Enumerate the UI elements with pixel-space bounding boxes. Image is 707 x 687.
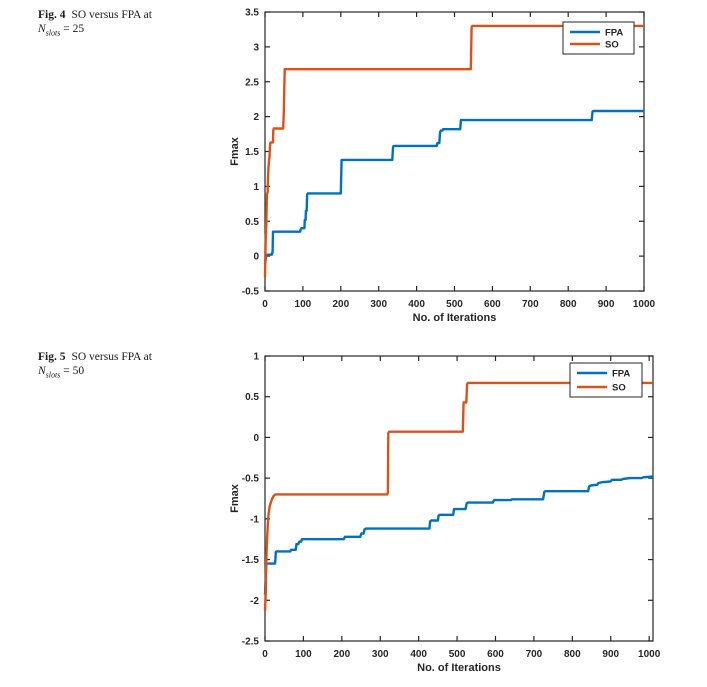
x-tick-label: 900 <box>598 299 615 310</box>
x-tick-label: 100 <box>295 299 312 310</box>
legend-label-so: SO <box>605 40 619 51</box>
legend-label-fpa: FPA <box>612 369 630 380</box>
legend-box <box>569 362 643 398</box>
x-tick-label: 700 <box>522 299 539 310</box>
legend-label-fpa: FPA <box>605 28 623 39</box>
x-tick-label: 400 <box>410 649 427 660</box>
series-line-so <box>263 381 653 611</box>
y-tick-label: 0 <box>253 252 259 263</box>
caption-formula: Nslots = 25 <box>38 23 85 38</box>
x-tick-label: 700 <box>526 649 543 660</box>
legend-box <box>562 21 635 55</box>
x-tick-label: 0 <box>262 649 268 660</box>
y-tick-label: 1 <box>253 352 259 363</box>
figure5-chart: 0 100 200 300 400 500 600 700 800 900 1000 -2.5 -2 -1… <box>229 352 661 675</box>
y-tick-label: -0.5 <box>242 287 260 298</box>
caption-label: Fig. 4 <box>38 9 66 21</box>
y-tick-label: -2 <box>250 596 259 607</box>
y-tick-label: 2 <box>253 112 259 123</box>
caption-subscript: slots <box>45 370 61 380</box>
y-tick-label: 1.5 <box>245 147 259 158</box>
series-line-fpa <box>263 475 654 595</box>
x-tick-label: 600 <box>487 649 504 660</box>
caption-label: Fig. 5 <box>38 351 66 363</box>
y-tick-label: 2.5 <box>245 77 259 88</box>
x-axis-label: No. of Iterations <box>417 662 501 674</box>
y-tick-label: -2.5 <box>242 637 260 648</box>
caption-formula: Nslots = 50 <box>38 365 85 380</box>
y-axis-label: Fmax <box>229 483 241 513</box>
caption-subscript: slots <box>45 28 61 38</box>
y-tick-label: 0.5 <box>245 217 259 228</box>
caption-value: = 25 <box>63 23 85 35</box>
x-tick-label: 1000 <box>638 649 661 660</box>
series-line-so <box>263 24 644 278</box>
x-tick-label: 800 <box>560 299 577 310</box>
y-axis-label: Fmax <box>229 136 241 166</box>
x-tick-label: 1000 <box>633 299 656 310</box>
y-tick-label: -1.5 <box>242 555 260 566</box>
x-tick-label: 900 <box>602 649 619 660</box>
y-tick-label: 0 <box>253 433 259 444</box>
x-axis-label: No. of Iterations <box>413 312 497 324</box>
y-tick-label: -0.5 <box>242 474 260 485</box>
figure5-caption: Fig. 5 SO versus FPA at Nslots = 50 <box>38 350 238 382</box>
legend-label-so: SO <box>612 383 626 394</box>
x-tick-label: 600 <box>484 299 501 310</box>
x-tick-label: 300 <box>370 299 387 310</box>
x-tick-label: 200 <box>332 299 349 310</box>
x-tick-label: 300 <box>372 649 389 660</box>
caption-variable: N <box>38 365 46 377</box>
caption-value: = 50 <box>63 365 85 377</box>
caption-text: SO versus FPA at <box>71 351 152 363</box>
y-tick-label: -1 <box>250 514 259 525</box>
x-tick-label: 500 <box>446 299 463 310</box>
y-tick-label: 3.5 <box>245 8 259 19</box>
plot-frame <box>264 355 654 642</box>
y-tick-label: 1 <box>253 182 259 193</box>
figure4-caption: Fig. 4 SO versus FPA at Nslots = 25 <box>38 8 238 40</box>
caption-variable: N <box>38 23 46 35</box>
x-tick-label: 100 <box>295 649 312 660</box>
caption-text: SO versus FPA at <box>71 9 152 21</box>
x-tick-label: 0 <box>262 299 268 310</box>
x-tick-label: 200 <box>333 649 350 660</box>
series-line-fpa <box>263 109 644 265</box>
y-tick-label: 0.5 <box>245 392 259 403</box>
x-tick-label: 400 <box>408 299 425 310</box>
x-tick-label: 500 <box>449 649 466 660</box>
y-tick-label: 3 <box>253 42 259 53</box>
x-tick-label: 800 <box>564 649 581 660</box>
figure4-chart: 0 100 200 300 400 500 600 700 800 900 1000-0.500.5… <box>229 8 656 325</box>
